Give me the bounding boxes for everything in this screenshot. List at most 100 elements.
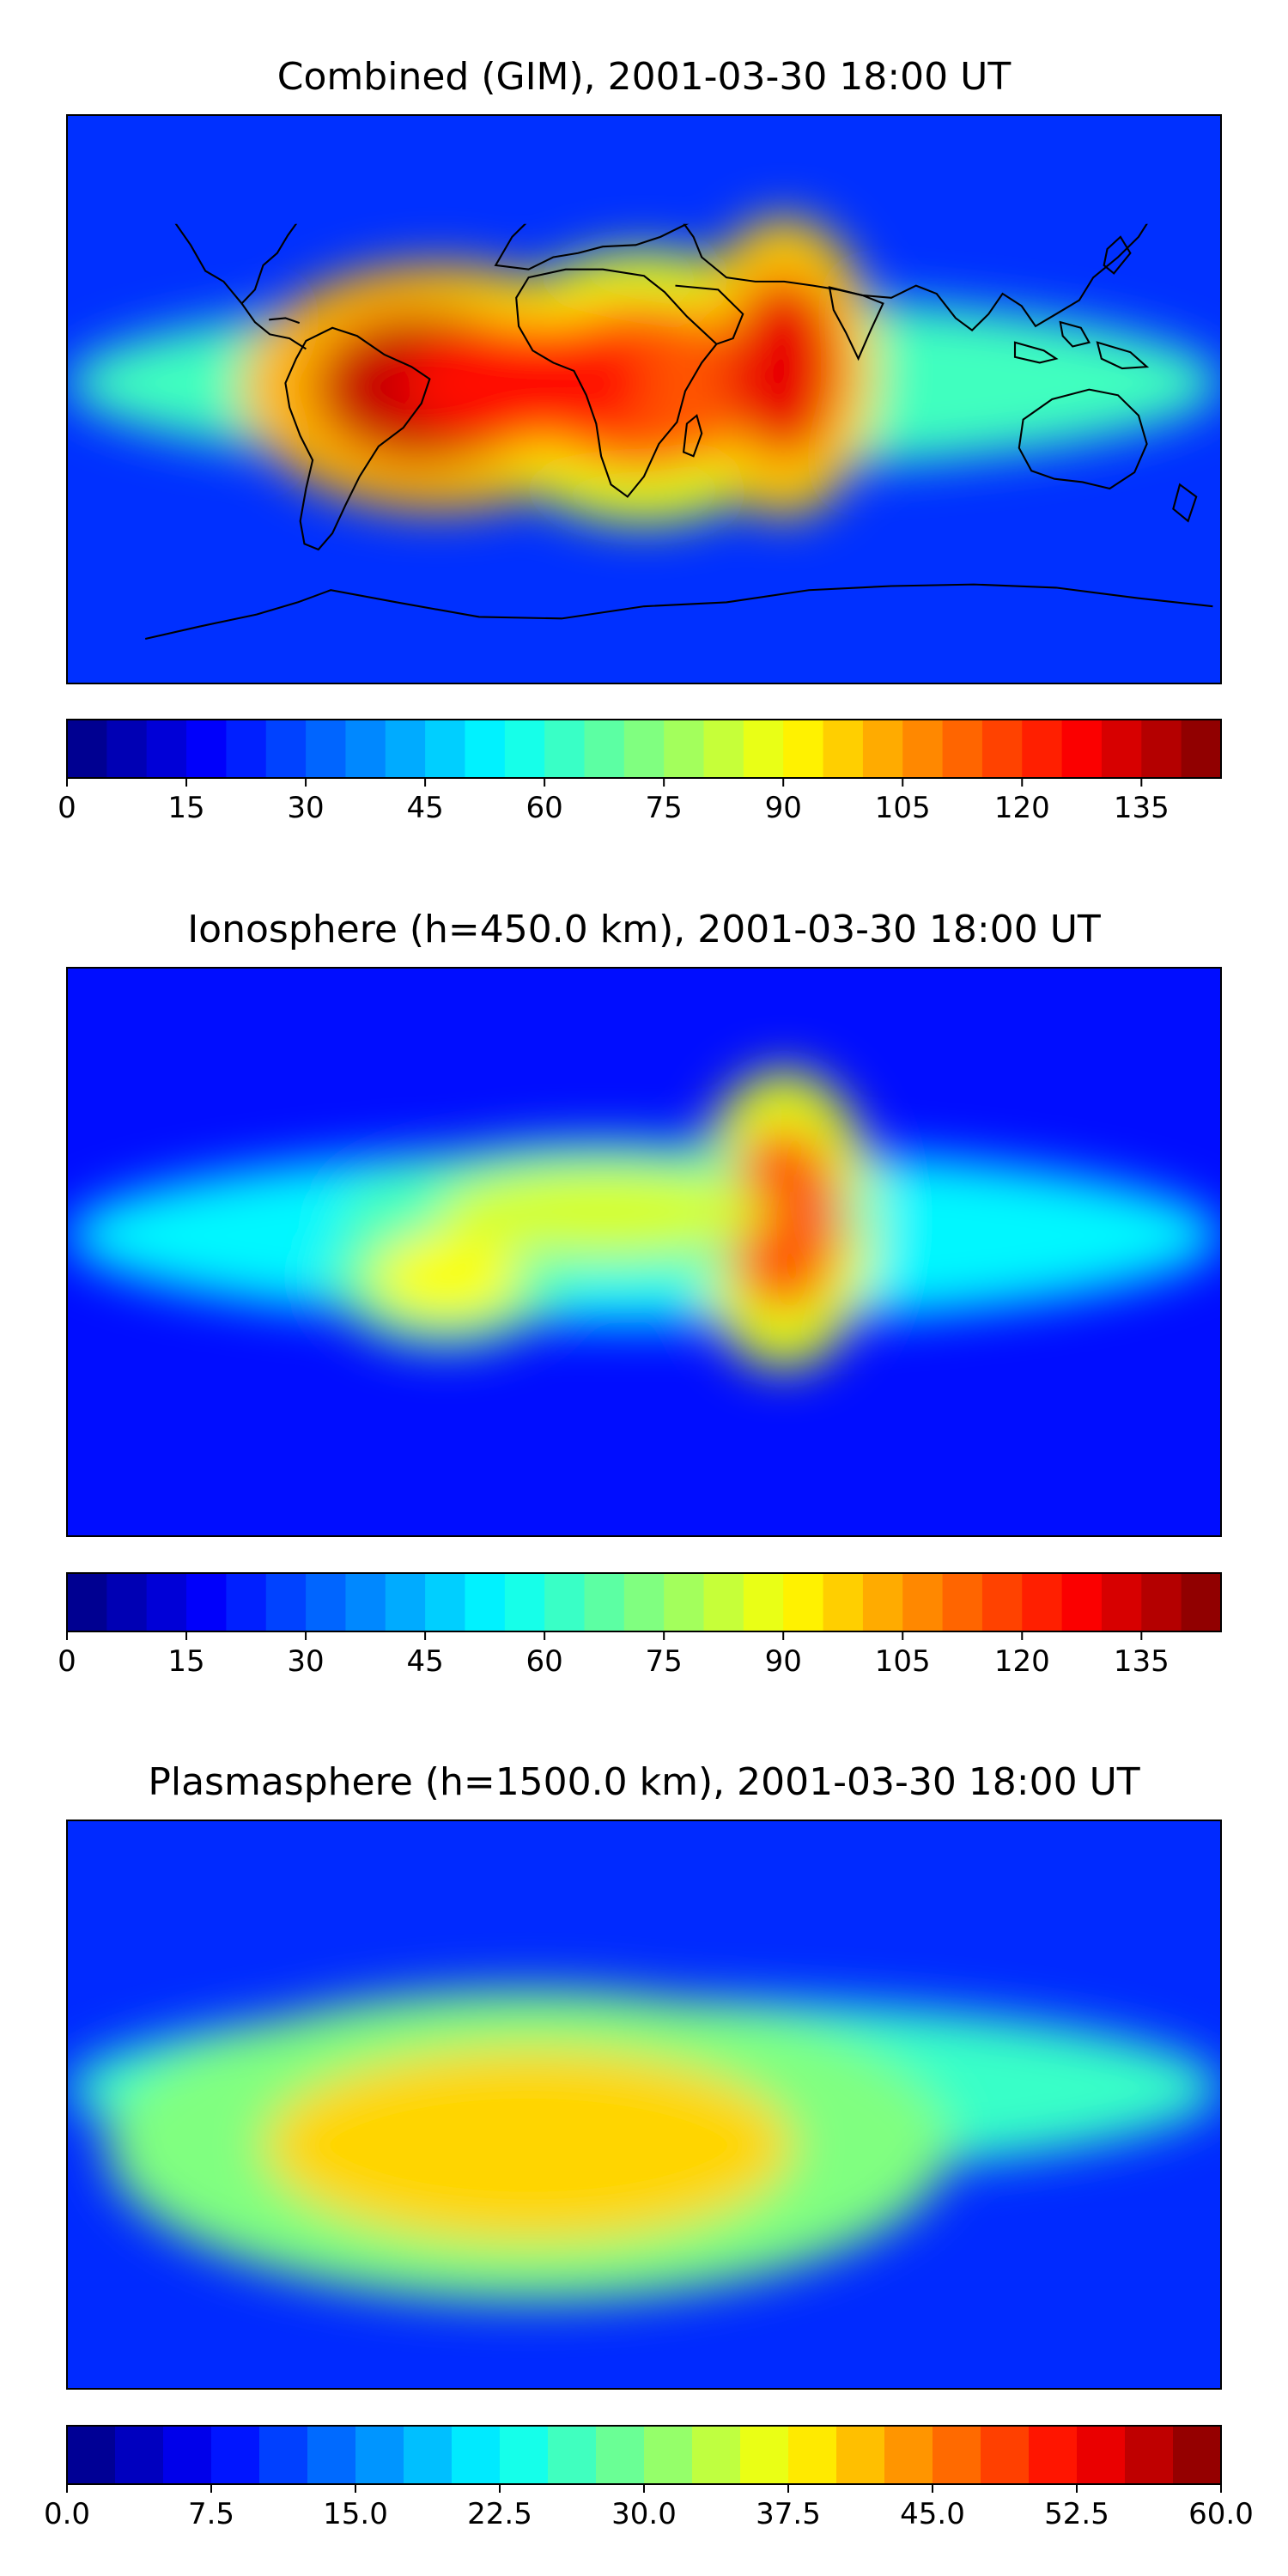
colorbar-segment <box>823 720 864 778</box>
colorbar-segment <box>1101 1573 1142 1631</box>
panel-3: Plasmasphere (h=1500.0 km), 2001-03-30 1… <box>44 1760 1254 2531</box>
colorbar-segment <box>981 1573 1023 1631</box>
colorbar-segment <box>836 2426 885 2484</box>
colorbar-tick-label: 60 <box>526 1644 563 1679</box>
colorbar-tick-label: 37.5 <box>756 2497 821 2531</box>
colorbar-segment <box>933 2426 981 2484</box>
colorbar-segment <box>942 720 983 778</box>
colorbar-segment <box>465 1573 506 1631</box>
map-frame <box>66 114 1222 684</box>
colorbar-segment <box>226 720 267 778</box>
map-frame <box>66 1820 1222 2390</box>
colorbar-tick-label: 90 <box>765 1644 802 1679</box>
colorbar-segment <box>465 720 506 778</box>
hotspot <box>372 1231 520 1321</box>
colorbar-segment <box>500 2426 549 2484</box>
colorbar-frame <box>66 1572 1222 1632</box>
colorbar-segment <box>544 1573 586 1631</box>
colorbar-tick-label: 22.5 <box>467 2497 532 2531</box>
colorbar-segment <box>703 1573 744 1631</box>
colorbar-segment <box>385 1573 426 1631</box>
colorbar-tick-label: 75 <box>646 791 683 825</box>
colorbar-tick-label: 0 <box>58 791 76 825</box>
colorbar-segment <box>67 720 107 778</box>
colorbar: 0 15 30 45 60 75 90 105 120 135 <box>58 719 1222 825</box>
colorbar-segment <box>404 2426 453 2484</box>
colorbar-segment <box>67 2426 116 2484</box>
hotspot <box>438 1166 768 1256</box>
colorbar-tick-label: 105 <box>875 791 931 825</box>
panel-title: Ionosphere (h=450.0 km), 2001-03-30 18:0… <box>187 908 1101 951</box>
colorbar-segment <box>345 1573 386 1631</box>
colorbar-tick-label: 15.0 <box>323 2497 388 2531</box>
colorbar-segment <box>355 2426 404 2484</box>
hotspot <box>404 322 653 445</box>
colorbar-segment <box>186 720 227 778</box>
colorbar: 0 15 30 45 60 75 90 105 120 135 <box>58 1572 1222 1679</box>
colorbar-segment <box>452 2426 501 2484</box>
colorbar-segment <box>265 1573 307 1631</box>
colorbar-segment <box>884 2426 933 2484</box>
colorbar-segment <box>259 2426 308 2484</box>
colorbar-segment <box>306 720 347 778</box>
hotspot-layer <box>67 217 1221 524</box>
colorbar-segment <box>862 1573 903 1631</box>
colorbar-segment <box>1029 2426 1078 2484</box>
colorbar-tick-label: 15 <box>167 791 204 825</box>
panel-2: Ionosphere (h=450.0 km), 2001-03-30 18:0… <box>58 908 1222 1679</box>
colorbar-segment <box>1101 720 1142 778</box>
colorbar-tick-label: 75 <box>646 1644 683 1679</box>
colorbar-segment <box>226 1573 267 1631</box>
colorbar-segment <box>692 2426 741 2484</box>
colorbar-segment <box>1181 720 1222 778</box>
colorbar-segment <box>106 1573 148 1631</box>
colorbar-segment <box>544 720 586 778</box>
colorbar-segment <box>1022 1573 1063 1631</box>
hotspot <box>726 1126 842 1313</box>
colorbar-tick-label: 0 <box>58 1644 76 1679</box>
colorbar-segment <box>788 2426 837 2484</box>
panel-title: Plasmasphere (h=1500.0 km), 2001-03-30 1… <box>148 1760 1139 1804</box>
colorbar-segment <box>1077 2426 1126 2484</box>
map-field <box>67 968 1221 1536</box>
colorbar-tick-label: 135 <box>1114 791 1170 825</box>
panel-title: Combined (GIM), 2001-03-30 18:00 UT <box>277 55 1012 99</box>
colorbar-tick-label: 60.0 <box>1188 2497 1254 2531</box>
colorbar-segment <box>1125 2426 1174 2484</box>
colorbar-tick-label: 30 <box>287 791 324 825</box>
colorbar-segment <box>504 1573 545 1631</box>
colorbar-segment <box>743 1573 784 1631</box>
colorbar-segment <box>146 720 187 778</box>
colorbar-tick-label: 52.5 <box>1044 2497 1109 2531</box>
colorbar-segment <box>345 720 386 778</box>
colorbar-segment <box>584 720 625 778</box>
colorbar-tick-label: 60 <box>526 791 563 825</box>
colorbar-segment <box>106 720 148 778</box>
colorbar-segment <box>902 720 944 778</box>
colorbar-segment <box>307 2426 356 2484</box>
colorbar-segment <box>623 720 665 778</box>
map-field <box>67 1820 1221 2389</box>
colorbar-segment <box>1061 720 1103 778</box>
colorbar-segment <box>265 720 307 778</box>
colorbar-segment <box>783 720 824 778</box>
map-frame <box>66 967 1222 1537</box>
colorbar-segment <box>306 1573 347 1631</box>
colorbar-tick-label: 30 <box>287 1644 324 1679</box>
colorbar-segment <box>1022 720 1063 778</box>
colorbar-segment <box>981 2426 1030 2484</box>
colorbar-segment <box>644 2426 693 2484</box>
colorbar-segment <box>425 1573 466 1631</box>
colorbar-segment <box>1061 1573 1103 1631</box>
colorbar-segment <box>211 2426 260 2484</box>
colorbar-segment <box>823 1573 864 1631</box>
colorbar-segment <box>584 1573 625 1631</box>
colorbar-segment <box>163 2426 212 2484</box>
colorbar-segment <box>981 720 1023 778</box>
colorbar-segment <box>425 720 466 778</box>
colorbar-segment <box>623 1573 665 1631</box>
colorbar-tick-label: 0.0 <box>44 2497 90 2531</box>
colorbar-segment <box>783 1573 824 1631</box>
colorbar-segment <box>862 720 903 778</box>
